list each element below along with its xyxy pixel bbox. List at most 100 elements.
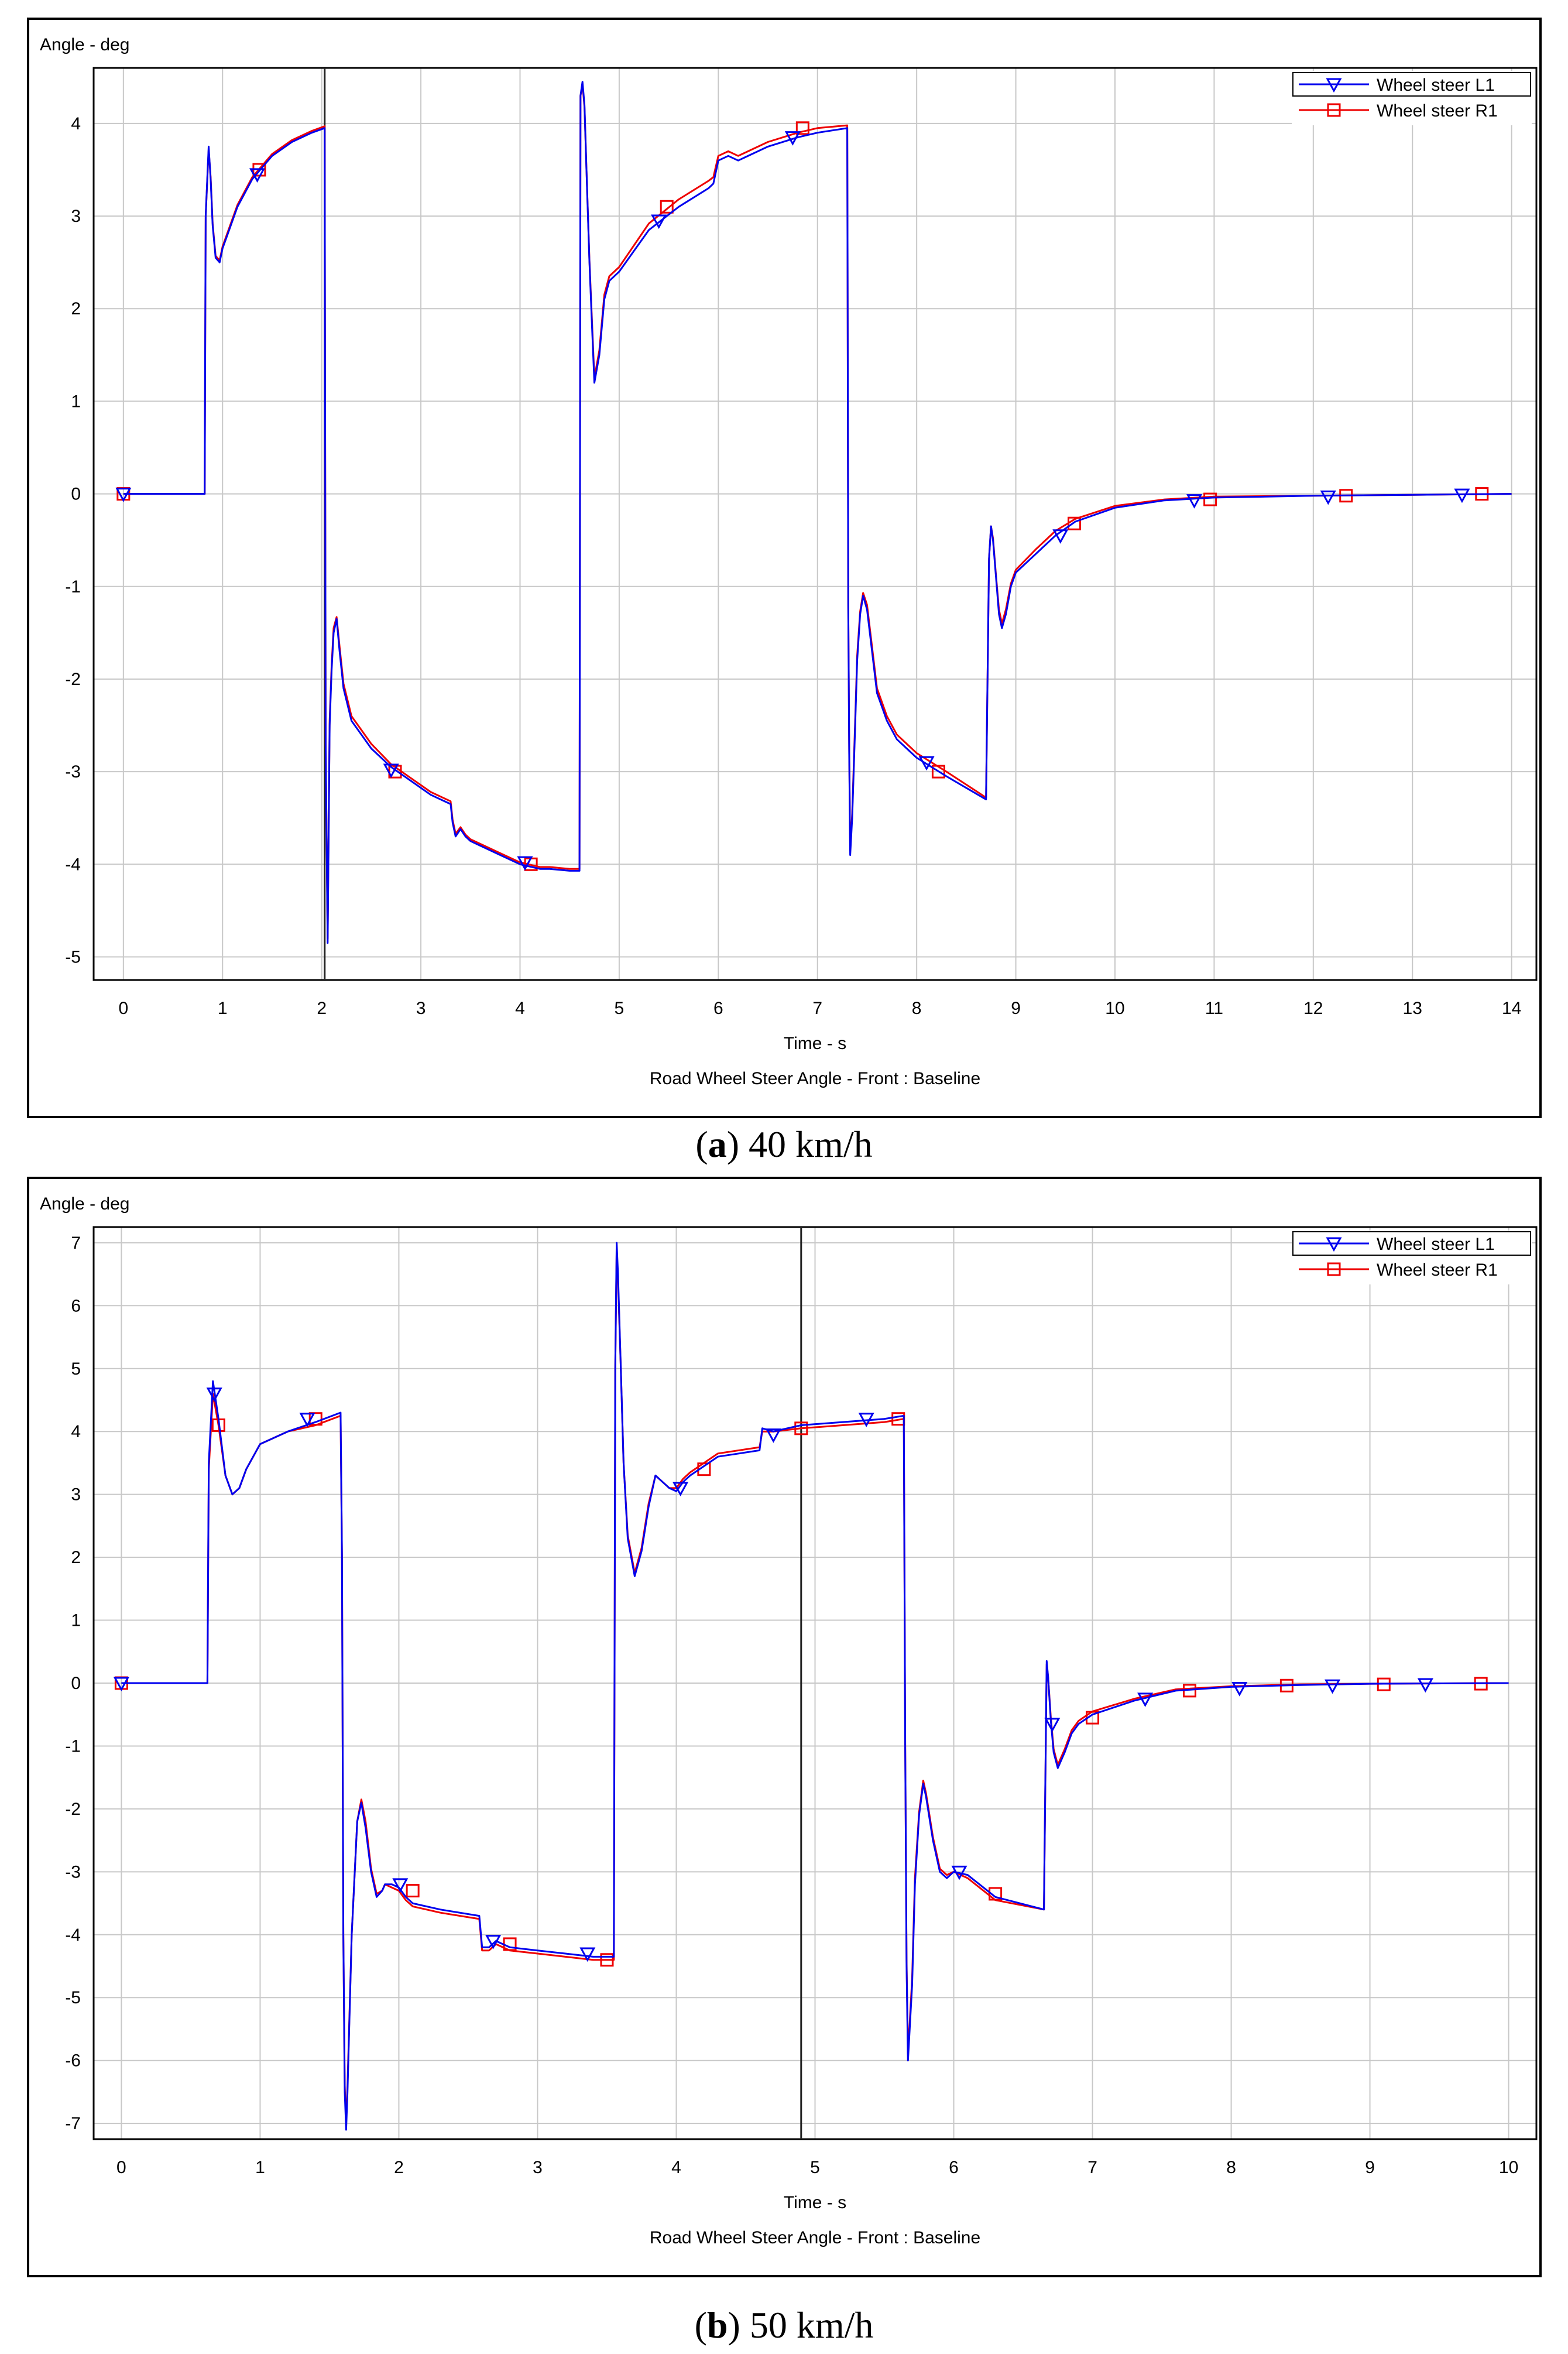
legend-label: Wheel steer R1 bbox=[1377, 101, 1498, 121]
data-point bbox=[600, 1953, 614, 1967]
x-tick-label: 10 bbox=[1105, 999, 1124, 1018]
x-tick-label: 3 bbox=[533, 2158, 543, 2177]
data-point bbox=[1186, 494, 1203, 509]
y-tick-label: 7 bbox=[71, 1233, 81, 1253]
y-tick-label: -3 bbox=[65, 762, 81, 782]
data-point bbox=[485, 1935, 502, 1949]
y-tick-label: -3 bbox=[65, 1862, 81, 1882]
data-point bbox=[918, 756, 935, 771]
x-tick-label: 14 bbox=[1502, 999, 1521, 1018]
data-point bbox=[406, 1884, 420, 1898]
x-tick-label: 1 bbox=[218, 999, 228, 1018]
data-point bbox=[113, 1677, 129, 1692]
data-point bbox=[651, 214, 667, 229]
x-tick-label: 8 bbox=[1226, 2158, 1236, 2177]
data-point bbox=[115, 488, 132, 502]
legend-marker bbox=[1326, 1237, 1342, 1252]
y-tick-label: -5 bbox=[65, 947, 81, 967]
chart-title: Road Wheel Steer Angle - Front : Baselin… bbox=[650, 1069, 980, 1088]
y-tick-label: -2 bbox=[65, 1800, 81, 1819]
y-tick-label: -5 bbox=[65, 1988, 81, 2007]
x-tick-label: 9 bbox=[1011, 999, 1021, 1018]
x-tick-label: 5 bbox=[810, 2158, 820, 2177]
x-tick-label: 6 bbox=[713, 999, 723, 1018]
x-tick-label: 8 bbox=[912, 999, 922, 1018]
data-point bbox=[517, 856, 533, 871]
grid bbox=[94, 1227, 1536, 2139]
y-tick-label: 1 bbox=[71, 392, 81, 411]
y-tick-label: 4 bbox=[71, 1422, 81, 1441]
x-tick-label: 10 bbox=[1499, 2158, 1518, 2177]
caption-b-text: 50 km/h bbox=[740, 2304, 874, 2346]
y-axis-label: Angle - deg bbox=[40, 35, 129, 54]
legend-label: Wheel steer L1 bbox=[1377, 1235, 1495, 1254]
y-tick-label: -2 bbox=[65, 670, 81, 689]
y-tick-label: -1 bbox=[65, 577, 81, 597]
series-line bbox=[123, 81, 1512, 944]
data-point bbox=[1231, 1682, 1248, 1697]
data-point bbox=[249, 168, 266, 183]
data-point bbox=[1203, 492, 1217, 506]
legend-marker bbox=[1326, 78, 1342, 93]
x-tick-label: 7 bbox=[812, 999, 822, 1018]
x-tick-label: 0 bbox=[118, 999, 128, 1018]
y-tick-label: -6 bbox=[65, 2051, 81, 2071]
grid bbox=[94, 68, 1536, 980]
data-point bbox=[1320, 490, 1336, 505]
x-tick-label: 3 bbox=[416, 999, 426, 1018]
y-tick-label: 3 bbox=[71, 207, 81, 226]
data-point bbox=[1052, 529, 1069, 544]
series-l1 bbox=[113, 1242, 1509, 2131]
x-tick-label: 11 bbox=[1205, 999, 1223, 1018]
chart-title: Road Wheel Steer Angle - Front : Baselin… bbox=[650, 2228, 980, 2247]
legend-label: Wheel steer R1 bbox=[1377, 1260, 1498, 1280]
caption-a: (a) 40 km/h bbox=[695, 1123, 873, 1165]
legend: Wheel steer L1 Wheel steer R1 bbox=[1292, 71, 1532, 125]
y-tick-label: 4 bbox=[71, 114, 81, 133]
y-tick-label: 0 bbox=[71, 485, 81, 504]
x-tick-label: 2 bbox=[394, 2158, 404, 2177]
legend-marker bbox=[1327, 103, 1341, 117]
data-point bbox=[931, 765, 945, 779]
caption-a-text: 40 km/h bbox=[739, 1123, 873, 1165]
data-point bbox=[1137, 1692, 1154, 1707]
x-tick-label: 12 bbox=[1303, 999, 1323, 1018]
plot-frame bbox=[92, 67, 1538, 981]
data-point bbox=[1068, 516, 1082, 530]
y-tick-label: 2 bbox=[71, 299, 81, 318]
x-tick-label: 1 bbox=[255, 2158, 265, 2177]
data-point bbox=[1454, 488, 1470, 503]
x-axis-label: Time - s bbox=[784, 1034, 846, 1053]
y-tick-label: -4 bbox=[65, 1925, 81, 1945]
legend-marker bbox=[1327, 1262, 1341, 1276]
series-l1 bbox=[115, 81, 1512, 944]
legend-label: Wheel steer L1 bbox=[1377, 76, 1495, 95]
y-tick-label: 5 bbox=[71, 1359, 81, 1379]
x-tick-label: 9 bbox=[1365, 2158, 1375, 2177]
y-tick-label: -1 bbox=[65, 1736, 81, 1756]
data-point bbox=[1325, 1679, 1341, 1694]
data-point bbox=[392, 1878, 409, 1893]
legend-focus-box bbox=[1292, 72, 1531, 97]
data-point bbox=[765, 1428, 781, 1443]
caption-a-label: a bbox=[708, 1123, 727, 1165]
chart-b: -7 -6 -5 -4 -3 -2 -1 0 1 2 3 4 5 6 7 0 1 2 3 4 5 6 7 8 9 10 Angle … bbox=[40, 1194, 1538, 2247]
caption-b: (b) 50 km/h bbox=[694, 2304, 874, 2346]
x-tick-label: 0 bbox=[116, 2158, 126, 2177]
data-point bbox=[206, 1387, 222, 1402]
legend: Wheel steer L1 Wheel steer R1 bbox=[1292, 1231, 1532, 1284]
x-tick-label: 4 bbox=[515, 999, 525, 1018]
data-point bbox=[794, 1421, 808, 1435]
data-point bbox=[989, 1887, 1003, 1901]
data-point bbox=[1417, 1678, 1433, 1693]
y-tick-label: -7 bbox=[65, 2114, 81, 2133]
x-tick-label: 2 bbox=[317, 999, 327, 1018]
y-tick-label: -4 bbox=[65, 855, 81, 874]
x-tick-label: 4 bbox=[671, 2158, 681, 2177]
x-tick-label: 7 bbox=[1087, 2158, 1097, 2177]
plot-frame bbox=[92, 1226, 1538, 2140]
y-tick-label: 3 bbox=[71, 1485, 81, 1505]
y-axis-label: Angle - deg bbox=[40, 1194, 129, 1214]
data-point bbox=[795, 121, 809, 135]
